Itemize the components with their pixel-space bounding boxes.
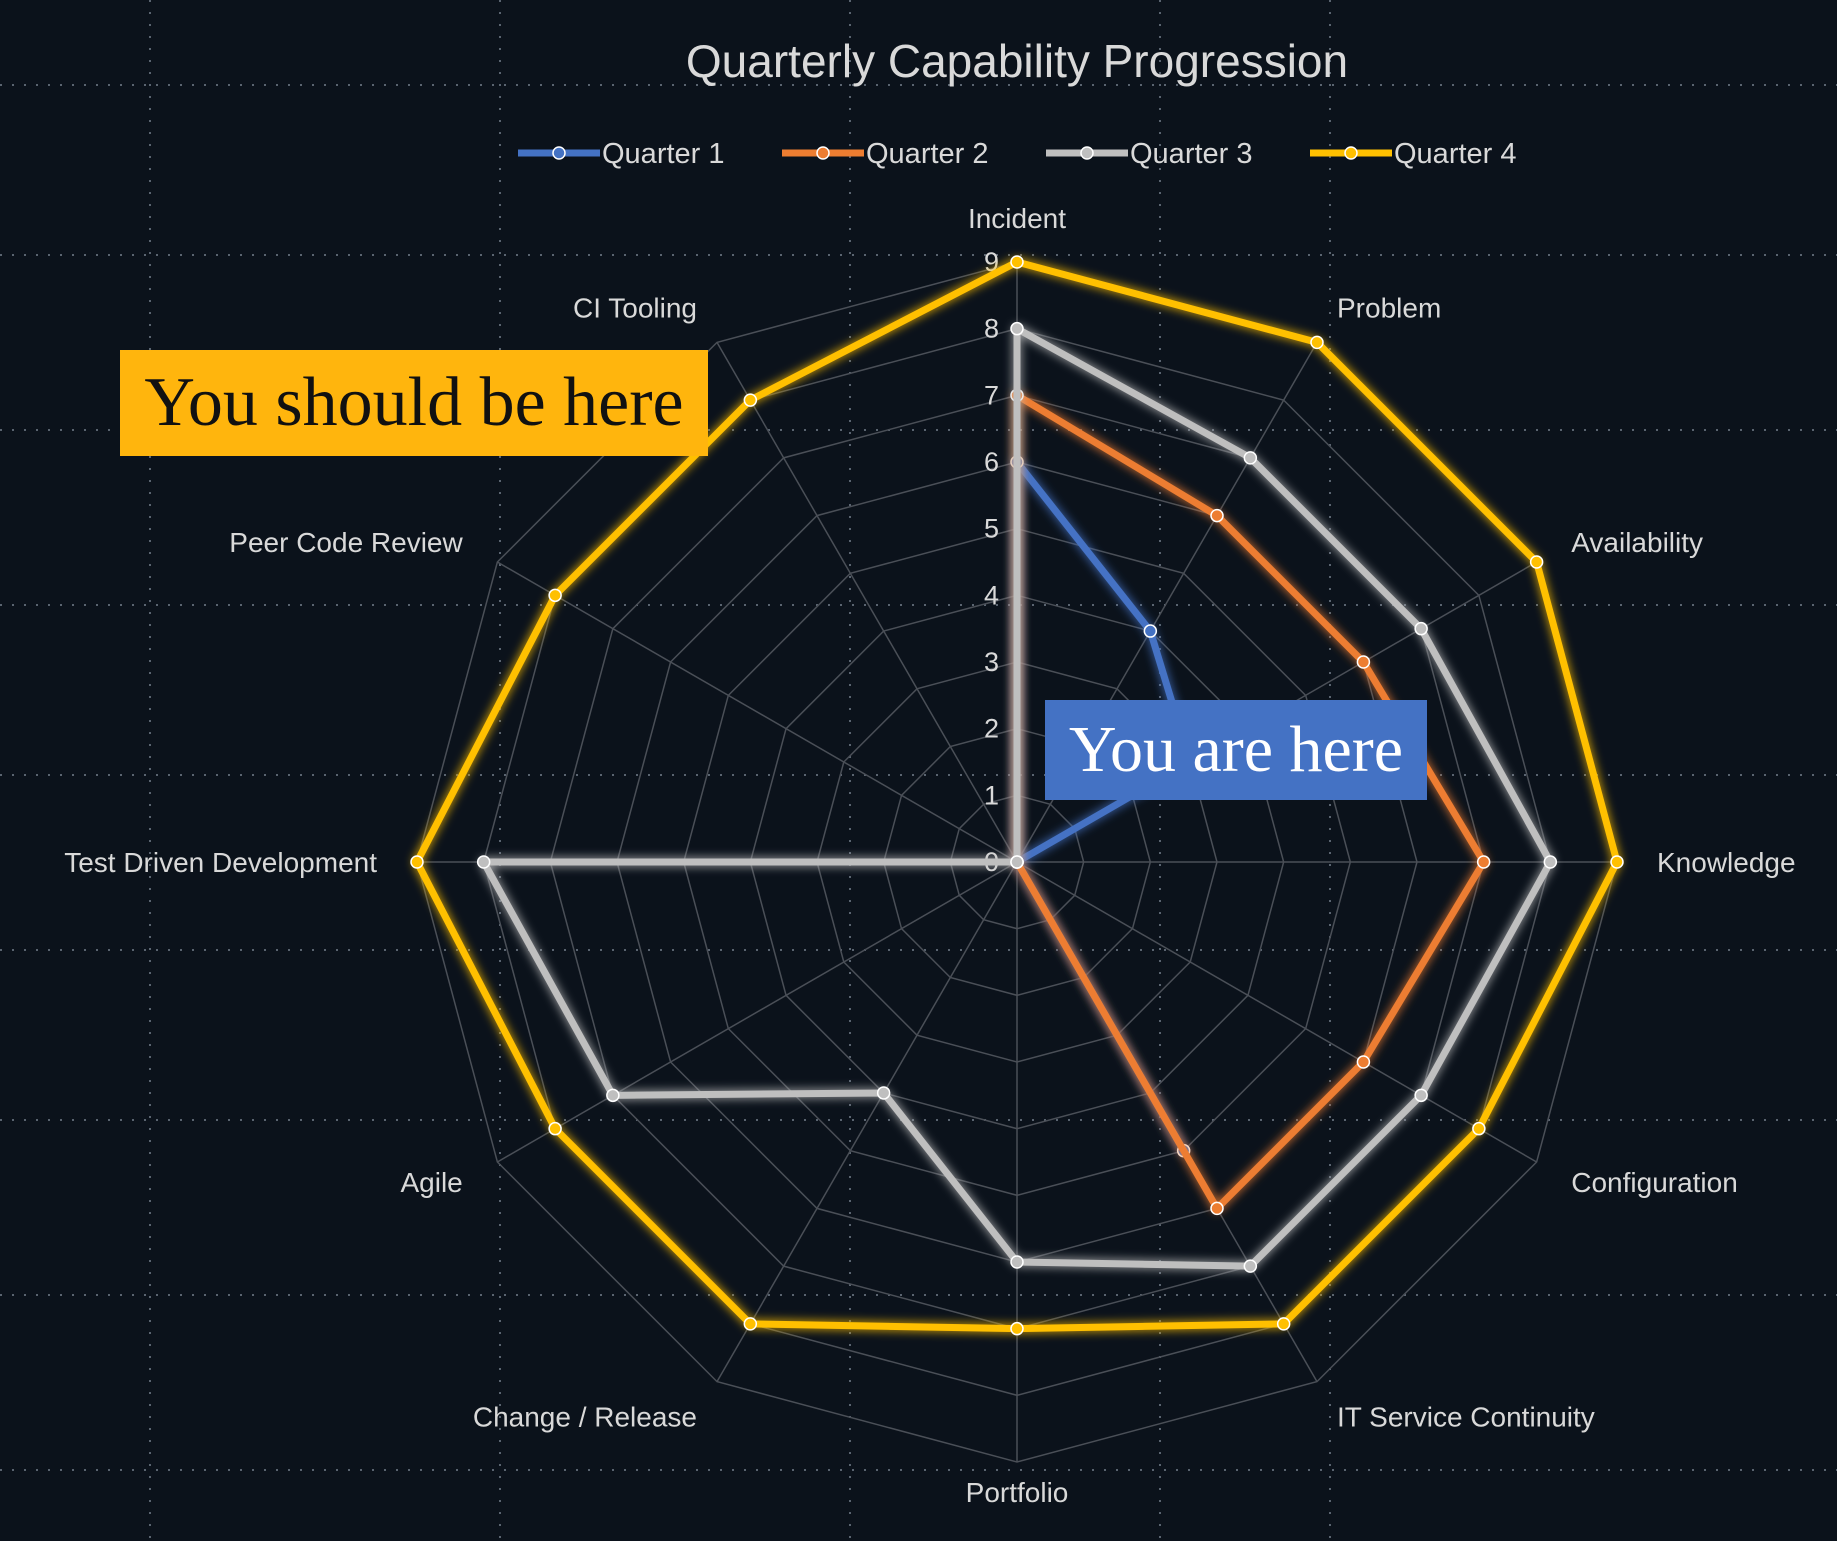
radial-tick-label: 3 <box>984 647 999 677</box>
data-point <box>743 393 758 407</box>
legend-item: Quarter 4 <box>1310 138 1517 170</box>
data-point <box>1356 1055 1371 1069</box>
data-point <box>1243 451 1258 465</box>
category-label: Peer Code Review <box>229 527 463 558</box>
data-point <box>1529 555 1544 569</box>
data-point <box>1010 255 1024 269</box>
radial-tick-label: 6 <box>984 447 999 477</box>
category-label: Configuration <box>1571 1167 1738 1198</box>
grid-spoke <box>497 861 1018 1163</box>
data-point <box>1210 508 1224 523</box>
category-label: Portfolio <box>966 1477 1069 1508</box>
data-point <box>876 1086 891 1100</box>
data-point <box>1310 335 1324 350</box>
data-point <box>1276 1317 1291 1331</box>
data-point <box>1010 321 1024 336</box>
data-point <box>1476 855 1491 869</box>
data-point <box>1356 655 1371 669</box>
radial-tick-label: 7 <box>984 380 999 410</box>
legend-item: Quarter 1 <box>518 138 725 170</box>
radial-tick-label: 5 <box>984 514 999 544</box>
data-series <box>410 255 1624 1336</box>
radial-tick-label: 4 <box>984 580 999 610</box>
category-label: CI Tooling <box>573 293 697 324</box>
legend-item: Quarter 2 <box>782 138 989 170</box>
category-label: Incident <box>968 203 1066 234</box>
radial-tick-label: 2 <box>984 714 999 744</box>
data-point <box>1010 855 1024 869</box>
data-point <box>548 588 562 603</box>
data-point <box>476 855 491 869</box>
legend-label: Quarter 4 <box>1394 138 1517 170</box>
data-point <box>1010 1321 1024 1336</box>
series-quarter-3 <box>476 321 1558 1273</box>
legend-marker <box>1080 146 1094 160</box>
data-point <box>1472 1121 1486 1136</box>
series-line <box>1013 458 1194 1155</box>
legend-label: Quarter 3 <box>1130 138 1253 170</box>
category-labels: Incident Problem Availability Knowledge Conf… <box>64 203 1795 1508</box>
you-should-be-here-callout: You should be here <box>120 350 708 456</box>
chart-title: Quarterly Capability Progression <box>686 35 1348 87</box>
grid-spoke <box>1016 861 1537 1163</box>
series-line <box>1013 391 1488 1212</box>
legend-label: Quarter 2 <box>866 138 989 170</box>
category-label: Availability <box>1571 527 1703 558</box>
data-point <box>1010 1255 1024 1269</box>
data-point <box>410 855 424 869</box>
series-line <box>480 325 1554 1270</box>
category-label: Test Driven Development <box>64 847 377 878</box>
you-are-here-callout: You are here <box>1045 700 1427 800</box>
category-label: Change / Release <box>473 1401 697 1432</box>
data-point <box>743 1317 758 1331</box>
data-point <box>606 1088 620 1103</box>
category-label: Knowledge <box>1657 847 1796 878</box>
legend-marker <box>552 146 566 160</box>
radial-tick-label: 8 <box>984 314 999 344</box>
radial-tick-label: 1 <box>984 780 999 810</box>
legend-item: Quarter 3 <box>1046 138 1253 170</box>
data-point <box>1414 621 1428 636</box>
data-point <box>1543 855 1558 869</box>
grid-spoke <box>497 561 1018 863</box>
category-label: Agile <box>400 1167 462 1198</box>
legend-marker <box>1344 146 1358 160</box>
legend-label: Quarter 1 <box>602 138 725 170</box>
data-point <box>1610 855 1624 869</box>
chart-legend: Quarter 1 Quarter 2 Quarter 3 Quarter 4 <box>518 138 1517 170</box>
legend-marker <box>816 146 830 160</box>
data-point <box>1243 1259 1258 1273</box>
data-point <box>548 1121 562 1136</box>
series-quarter-1 <box>1010 455 1197 1158</box>
data-point <box>1143 624 1158 638</box>
category-label: Problem <box>1337 293 1441 324</box>
data-point <box>1414 1088 1428 1103</box>
grid-spoke <box>716 861 1018 1382</box>
data-point <box>1210 1201 1224 1216</box>
series-quarter-4 <box>410 255 1624 1336</box>
category-label: IT Service Continuity <box>1337 1401 1595 1432</box>
grid-spoke <box>716 342 1018 863</box>
